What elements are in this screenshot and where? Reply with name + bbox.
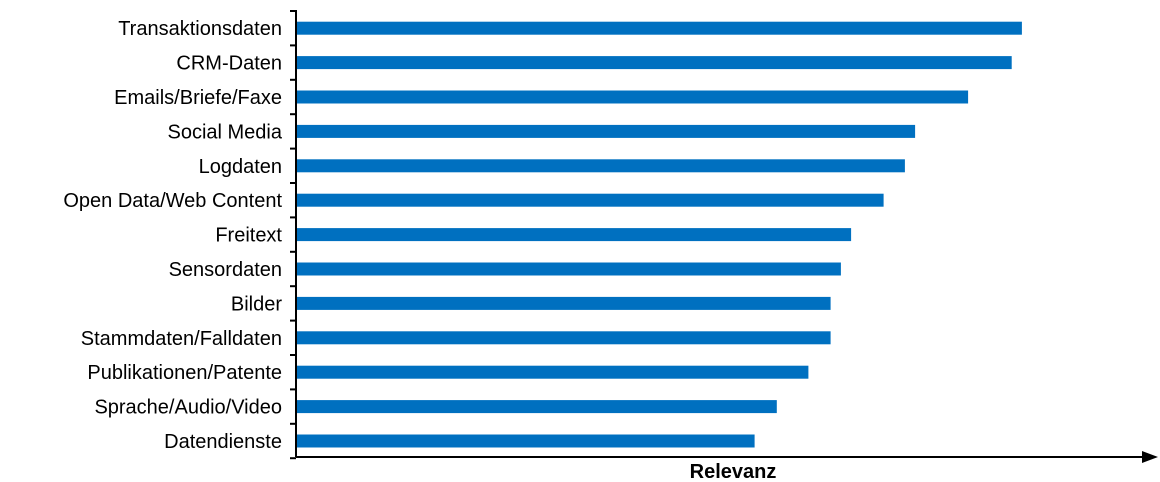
bar-12 <box>296 434 755 448</box>
x-axis-arrowhead <box>1142 451 1158 463</box>
bar-2 <box>296 90 969 104</box>
category-label: Open Data/Web Content <box>63 190 282 212</box>
bar-0 <box>296 21 1022 35</box>
bar-11 <box>296 400 777 414</box>
bar-4 <box>296 159 905 173</box>
category-label: Freitext <box>215 225 282 247</box>
category-label-group: Transaktionsdaten CRM-Daten Emails/Briefe/… <box>63 18 283 453</box>
bar-8 <box>296 296 831 310</box>
category-label: Stammdaten/Falldaten <box>81 328 282 350</box>
category-label: Bilder <box>231 293 282 315</box>
bar-3 <box>296 124 916 138</box>
category-label: Social Media <box>167 121 282 143</box>
category-label: Datendienste <box>164 431 282 453</box>
category-label: CRM-Daten <box>176 53 282 75</box>
axes <box>290 10 1158 463</box>
bar-9 <box>296 331 831 345</box>
bar-7 <box>296 262 841 276</box>
category-label: Transaktionsdaten <box>118 18 282 40</box>
category-label: Logdaten <box>199 156 282 178</box>
bar-group <box>296 21 1022 448</box>
category-label: Sensordaten <box>169 259 282 281</box>
category-label: Emails/Briefe/Faxe <box>114 87 282 109</box>
x-axis-title: Relevanz <box>690 461 777 482</box>
bar-5 <box>296 193 884 207</box>
bar-10 <box>296 365 809 379</box>
category-label: Publikationen/Patente <box>87 362 282 384</box>
bar-6 <box>296 228 852 242</box>
y-axis-ticks <box>290 10 296 460</box>
bar-1 <box>296 56 1012 70</box>
category-label: Sprache/Audio/Video <box>94 397 282 419</box>
